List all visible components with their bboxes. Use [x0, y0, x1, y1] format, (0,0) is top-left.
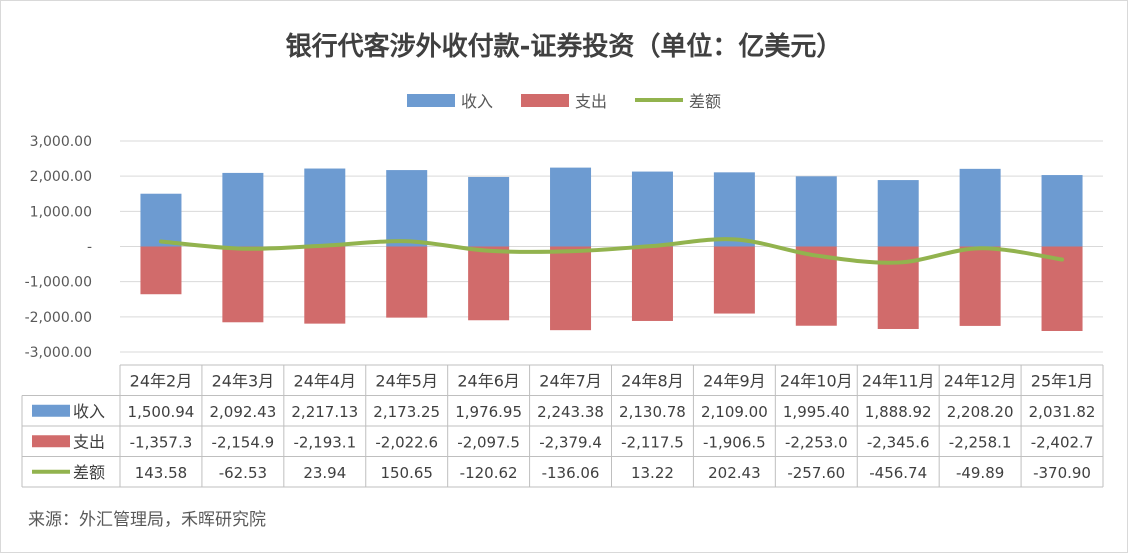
bar-income [550, 167, 592, 247]
y-tick-label: -2,000.00 [25, 310, 92, 326]
table-cell-expense: -2,154.9 [212, 433, 275, 451]
legend-label-balance: 差额 [689, 92, 722, 111]
legend-item-balance: 差额 [635, 88, 721, 112]
table-cell-income: 2,031.82 [1029, 403, 1096, 421]
table-key-expense [32, 435, 70, 448]
bar-expense [959, 246, 1001, 326]
legend-label-expense: 支出 [574, 92, 607, 111]
table-cell-balance: 23.94 [303, 464, 346, 482]
bar-income [222, 172, 264, 247]
table-cell-expense: -2,379.4 [539, 433, 602, 451]
table-cell-income: 1,995.40 [783, 403, 850, 421]
category-label: 24年11月 [862, 371, 935, 390]
y-tick-label: 3,000.00 [30, 134, 92, 150]
table-cell-expense: -2,022.6 [375, 433, 438, 451]
legend-swatch-expense [520, 93, 569, 107]
category-label: 25年1月 [1031, 371, 1094, 390]
category-label: 24年12月 [944, 371, 1017, 390]
y-tick-label: -1,000.00 [25, 275, 92, 291]
chart-title: 银行代客涉外收付款-证券投资（单位：亿美元） [285, 32, 843, 62]
table-cell-balance: -370.90 [1033, 464, 1091, 482]
table-cell-income: 2,109.00 [701, 403, 768, 421]
category-label: 24年3月 [212, 371, 275, 390]
table-cell-balance: -456.74 [869, 464, 927, 482]
legend-label-income: 收入 [460, 92, 493, 111]
y-tick-label: 2,000.00 [30, 169, 92, 185]
bar-expense [713, 246, 755, 314]
table-cell-income: 2,173.25 [373, 403, 440, 421]
bar-expense [550, 246, 592, 331]
table-series-label: 差额 [73, 463, 105, 482]
table-cell-balance: -136.06 [542, 464, 600, 482]
category-label: 24年6月 [457, 371, 520, 390]
bar-income [631, 171, 673, 247]
bar-expense [631, 246, 673, 321]
bar-expense [140, 246, 182, 295]
category-label: 24年9月 [703, 371, 766, 390]
bar-expense [386, 246, 428, 318]
table-cell-income: 1,500.94 [128, 403, 195, 421]
category-label: 24年8月 [621, 371, 684, 390]
table-series-label: 收入 [73, 402, 105, 421]
bar-expense [468, 246, 510, 321]
table-cell-income: 2,092.43 [209, 403, 276, 421]
bar-income [795, 176, 837, 247]
bar-expense [795, 246, 837, 326]
bar-income [140, 193, 182, 247]
bar-income [304, 168, 346, 247]
table-series-label: 支出 [73, 432, 105, 451]
line-balance [158, 237, 1065, 265]
table-cell-expense: -2,402.7 [1031, 433, 1094, 451]
table-cell-balance: 150.65 [380, 464, 433, 482]
table-cell-expense: -1,357.3 [130, 433, 193, 451]
bar-expense [304, 246, 346, 324]
bar-income [877, 180, 919, 247]
source-note: 来源：外汇管理局，禾晖研究院 [28, 510, 266, 530]
legend-item-income: 收入 [406, 88, 493, 112]
table-cell-income: 2,208.20 [947, 403, 1014, 421]
table-cell-expense: -2,345.6 [867, 433, 930, 451]
category-label: 24年4月 [294, 371, 357, 390]
category-label: 24年10月 [780, 371, 853, 390]
table-cell-expense: -2,117.5 [621, 433, 684, 451]
table-cell-income: 1,888.92 [865, 403, 932, 421]
bar-income [713, 172, 755, 247]
table-cell-balance: 202.43 [708, 464, 761, 482]
legend-swatch-balance [635, 98, 683, 102]
bar-income [468, 176, 510, 247]
legend-item-expense: 支出 [520, 88, 607, 112]
y-tick-label: -3,000.00 [25, 345, 92, 361]
table-cell-expense: -1,906.5 [703, 433, 766, 451]
table-cell-balance: -62.53 [219, 464, 267, 482]
table-cell-balance: -120.62 [460, 464, 518, 482]
table-cell-income: 2,243.38 [537, 403, 604, 421]
category-label: 24年2月 [130, 371, 193, 390]
y-tick-label: 1,000.00 [30, 204, 92, 220]
y-tick-label: - [87, 240, 92, 256]
table-cell-balance: 13.22 [631, 464, 674, 482]
table-cell-income: 2,130.78 [619, 403, 686, 421]
bar-income [386, 170, 428, 247]
category-label: 24年5月 [375, 371, 438, 390]
bar-expense [222, 246, 264, 323]
bar-income [959, 168, 1001, 247]
table-cell-expense: -2,253.0 [785, 433, 848, 451]
table-cell-expense: -2,193.1 [293, 433, 356, 451]
table-cell-expense: -2,258.1 [949, 433, 1012, 451]
table-cell-balance: -257.60 [787, 464, 845, 482]
table-key-income [32, 404, 70, 417]
bar-income [1041, 175, 1083, 247]
table-cell-income: 1,976.95 [455, 403, 522, 421]
legend-swatch-income [406, 93, 455, 107]
table-cell-balance: -49.89 [956, 464, 1004, 482]
table-cell-balance: 143.58 [135, 464, 188, 482]
category-label: 24年7月 [539, 371, 602, 390]
table-cell-expense: -2,097.5 [457, 433, 520, 451]
table-cell-income: 2,217.13 [291, 403, 358, 421]
chart-legend: 收入 支出 差额 [0, 88, 1128, 112]
